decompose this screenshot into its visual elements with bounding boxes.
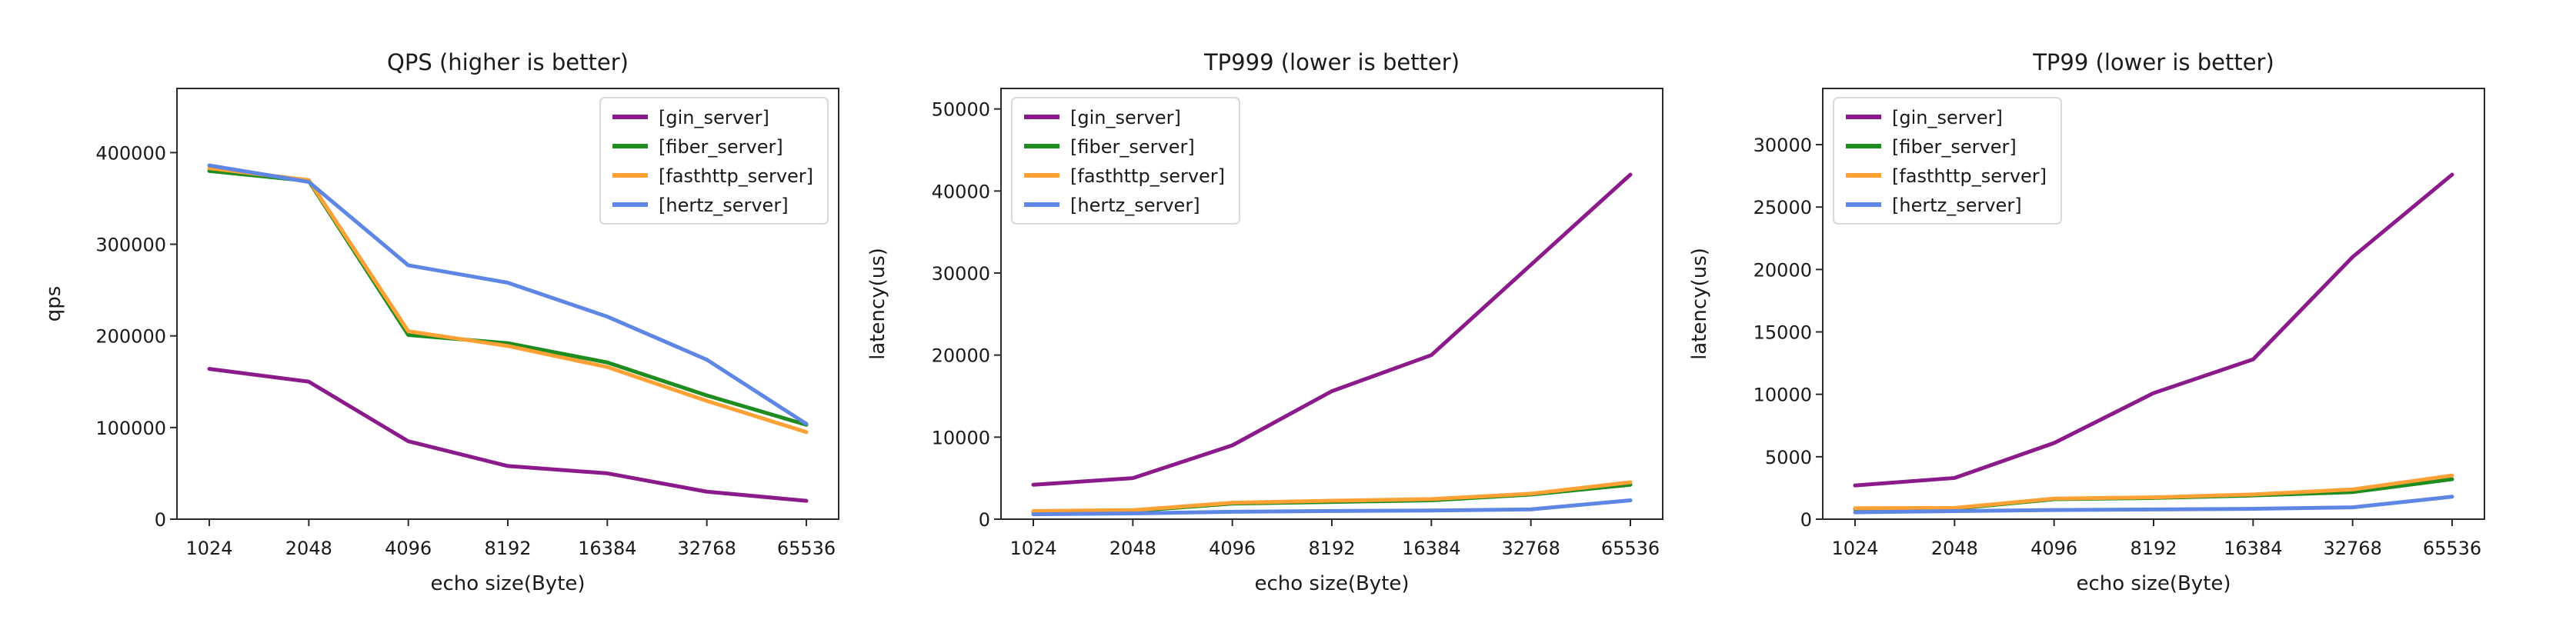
y-tick-label: 0 xyxy=(1800,509,1812,531)
x-tick-label: 32768 xyxy=(1501,538,1560,559)
x-tick-label: 8192 xyxy=(1308,538,1355,559)
y-axis-label: latency(us) xyxy=(866,248,889,360)
x-tick-label: 16384 xyxy=(578,538,636,559)
chart-title: TP99 (lower is better) xyxy=(2032,49,2274,75)
x-tick-label: 16384 xyxy=(1402,538,1460,559)
y-tick-label: 0 xyxy=(155,509,166,531)
x-tick-label: 2048 xyxy=(1109,538,1156,559)
legend-label: [fasthttp_server] xyxy=(1892,165,2047,187)
legend: [gin_server] [fiber_server] [fasthttp_serv… xyxy=(1011,97,1240,225)
x-tick-label: 4096 xyxy=(385,538,432,559)
x-tick-label: 65536 xyxy=(1601,538,1660,559)
chart-qps: QPS (higher is better) 0 100000 200000 30000… xyxy=(42,49,839,595)
x-tick-label: 8192 xyxy=(484,538,531,559)
y-tick-label: 20000 xyxy=(932,345,990,367)
legend-box xyxy=(1833,97,2062,225)
legend-label: [fiber_server] xyxy=(1070,136,1195,158)
y-tick-label: 0 xyxy=(979,509,990,531)
series-line-gin_server xyxy=(1031,172,1633,487)
chart-title: QPS (higher is better) xyxy=(387,49,629,75)
y-axis-label: latency(us) xyxy=(1688,248,1711,360)
legend-label: [fasthttp_server] xyxy=(1070,165,1225,187)
x-tick-label: 4096 xyxy=(2030,538,2077,559)
x-tick-label: 32768 xyxy=(2323,538,2381,559)
series-line-hertz_server xyxy=(1031,498,1633,517)
legend-label: [fiber_server] xyxy=(1892,136,2017,158)
y-tick-label: 30000 xyxy=(1753,135,1812,156)
y-tick-label: 200000 xyxy=(95,326,166,348)
series-line-gin_server xyxy=(207,367,809,503)
y-tick-label: 10000 xyxy=(932,427,990,448)
series-line-fasthttp_server xyxy=(1031,480,1633,513)
legend-label: [fasthttp_server] xyxy=(659,165,813,187)
x-tick-label: 1024 xyxy=(1831,538,1878,559)
x-tick-label: 65536 xyxy=(777,538,836,559)
series-line-fasthttp_server xyxy=(1853,473,2454,511)
legend-label: [hertz_server] xyxy=(1892,195,2022,216)
x-tick-label: 4096 xyxy=(1209,538,1256,559)
y-tick-label: 50000 xyxy=(932,99,990,121)
chart-title: TP999 (lower is better) xyxy=(1203,49,1460,75)
y-tick-label: 25000 xyxy=(1753,197,1812,218)
x-axis-label: echo size(Byte) xyxy=(1254,572,1409,595)
legend: [gin_server] [fiber_server] [fasthttp_serv… xyxy=(599,97,829,225)
legend-label: [gin_server] xyxy=(1070,107,1181,128)
chart-tp999: TP999 (lower is better) 0 10000 20000 30000 4… xyxy=(866,49,1663,595)
legend-label: [hertz_server] xyxy=(659,195,789,216)
y-tick-label: 20000 xyxy=(1753,259,1812,281)
y-tick-label: 10000 xyxy=(1753,385,1812,406)
y-tick-label: 15000 xyxy=(1753,322,1812,344)
chart-tp99: TP99 (lower is better) 0 5000 10000 15000 200… xyxy=(1688,49,2485,595)
y-tick-label: 400000 xyxy=(95,142,166,164)
legend: [gin_server] [fiber_server] [fasthttp_serv… xyxy=(1833,97,2062,225)
legend-label: [fiber_server] xyxy=(659,136,783,158)
legend-label: [gin_server] xyxy=(659,107,769,128)
x-tick-label: 16384 xyxy=(2224,538,2282,559)
x-tick-label: 1024 xyxy=(185,538,232,559)
x-tick-label: 2048 xyxy=(1931,538,1978,559)
series-line-gin_server xyxy=(1853,172,2454,488)
y-tick-label: 40000 xyxy=(932,181,990,202)
series-line-hertz_server xyxy=(207,163,809,426)
legend-box xyxy=(599,97,829,225)
x-axis-label: echo size(Byte) xyxy=(2076,572,2231,595)
y-tick-label: 5000 xyxy=(1765,447,1812,468)
legend-box xyxy=(1011,97,1240,225)
y-tick-label: 300000 xyxy=(95,235,166,256)
x-tick-label: 65536 xyxy=(2423,538,2481,559)
y-tick-label: 30000 xyxy=(932,263,990,285)
y-tick-label: 100000 xyxy=(95,418,166,439)
x-axis-label: echo size(Byte) xyxy=(430,572,585,595)
x-tick-label: 32768 xyxy=(677,538,736,559)
y-axis-label: qps xyxy=(42,286,65,322)
x-tick-label: 2048 xyxy=(285,538,332,559)
x-tick-label: 1024 xyxy=(1009,538,1056,559)
x-tick-label: 8192 xyxy=(2130,538,2177,559)
series-line-hertz_server xyxy=(1853,495,2454,515)
legend-label: [hertz_server] xyxy=(1070,195,1200,216)
legend-label: [gin_server] xyxy=(1892,107,2003,128)
